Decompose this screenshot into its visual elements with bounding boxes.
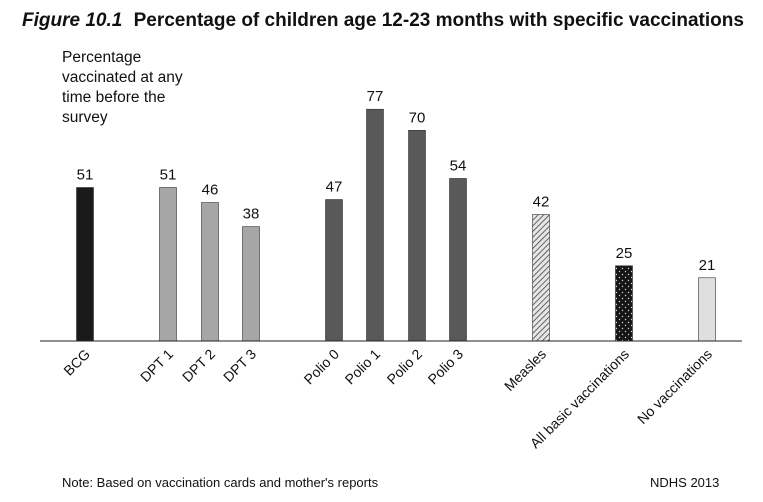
data-label: 54 (450, 157, 467, 174)
bar-dpt-1 (159, 187, 177, 342)
y-axis-label: Percentage vaccinated at any time before… (62, 49, 183, 126)
figure-label: Figure 10.1 (22, 10, 123, 31)
data-label: 42 (533, 194, 550, 211)
bar-dpt-2 (201, 202, 219, 342)
x-tick-label: Polio 2 (384, 346, 426, 388)
data-label: 25 (616, 245, 633, 262)
source-label: NDHS 2013 (650, 475, 720, 490)
bar-polio-2 (408, 130, 426, 342)
x-tick-label: Polio 3 (425, 346, 467, 388)
bar-dpt-3 (242, 226, 260, 342)
x-tick-label: DPT 2 (179, 346, 218, 385)
data-label: 70 (409, 109, 426, 126)
footnote: Note: Based on vaccination cards and mot… (62, 475, 379, 490)
x-tick-label: DPT 3 (220, 346, 259, 385)
data-label: 77 (367, 88, 384, 105)
bar-polio-3 (449, 178, 467, 342)
data-label: 47 (326, 179, 343, 196)
bar-bcg (76, 187, 94, 342)
x-tick-label: Measles (501, 346, 549, 394)
x-tick-label: No vaccinations (634, 346, 715, 427)
data-label: 51 (160, 166, 177, 183)
bar-all-basic-vaccinations (615, 265, 633, 342)
chart-title: Figure 10.1 Percentage of children age 1… (22, 10, 744, 32)
x-tick-label: DPT 1 (137, 346, 176, 385)
bar-polio-1 (366, 108, 384, 342)
bar-no-vaccinations (698, 277, 716, 342)
bar-measles (532, 214, 550, 342)
bar-polio-0 (325, 199, 343, 342)
x-tick-label: BCG (60, 346, 93, 379)
x-tick-label: Polio 1 (342, 346, 384, 388)
x-tick-label: Polio 0 (301, 346, 343, 388)
data-label: 38 (243, 206, 260, 223)
data-label: 21 (699, 257, 716, 274)
figure-title: Percentage of children age 12-23 months … (133, 10, 744, 31)
data-label: 51 (77, 166, 94, 183)
data-label: 46 (202, 182, 219, 199)
